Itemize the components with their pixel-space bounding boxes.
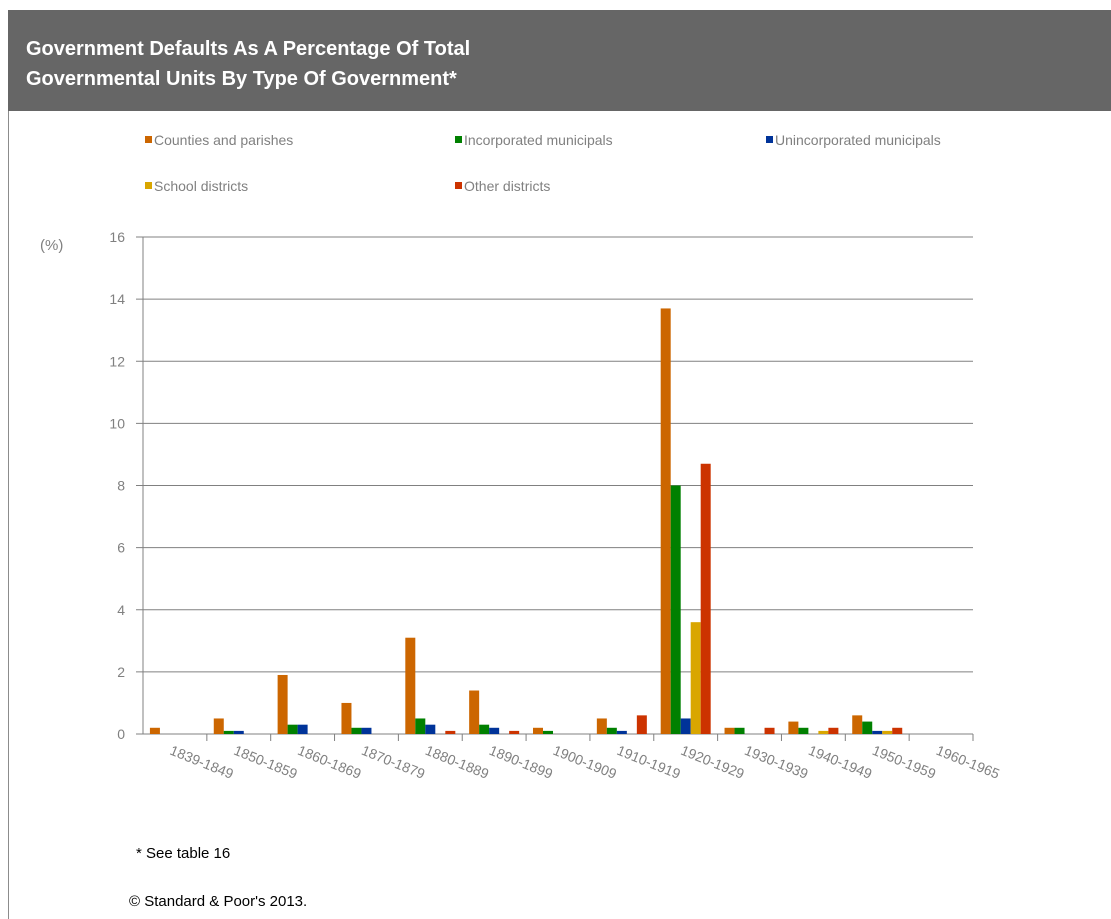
legend-label: Unincorporated municipals bbox=[775, 132, 941, 148]
legend-swatch bbox=[455, 182, 462, 189]
bar bbox=[636, 715, 647, 734]
bar bbox=[351, 727, 362, 734]
chart-frame bbox=[8, 10, 1111, 919]
y-tick-label: 10 bbox=[109, 415, 125, 431]
bar bbox=[882, 730, 893, 734]
legend-swatch bbox=[145, 182, 152, 189]
bar bbox=[405, 637, 416, 734]
legend-label: School districts bbox=[154, 178, 248, 194]
bar bbox=[690, 622, 701, 734]
legend-swatch bbox=[766, 136, 773, 143]
bar bbox=[798, 727, 809, 734]
bar bbox=[277, 674, 288, 734]
y-axis-label: (%) bbox=[40, 237, 63, 254]
bar bbox=[700, 463, 711, 734]
bar bbox=[297, 724, 308, 734]
bar bbox=[469, 690, 480, 734]
bar bbox=[489, 727, 500, 734]
y-tick-label: 8 bbox=[117, 478, 125, 494]
legend-swatch bbox=[455, 136, 462, 143]
legend-label: Other districts bbox=[464, 178, 550, 194]
x-tick-label: 1950-1959 bbox=[870, 742, 938, 782]
chart-title: Government Defaults As A Percentage Of T… bbox=[26, 38, 471, 90]
bar bbox=[734, 727, 745, 734]
y-tick-label: 6 bbox=[117, 540, 125, 556]
x-tick-label: 1920-1929 bbox=[679, 742, 747, 782]
footnote: * See table 16 bbox=[136, 845, 231, 862]
bar bbox=[616, 730, 627, 734]
bar bbox=[892, 727, 903, 734]
y-tick-label: 12 bbox=[109, 353, 125, 369]
x-tick-label: 1860-1869 bbox=[295, 742, 363, 782]
bar bbox=[233, 730, 244, 734]
bar bbox=[828, 727, 839, 734]
bar bbox=[543, 730, 553, 734]
bar bbox=[425, 724, 436, 734]
bar bbox=[213, 718, 224, 734]
bar bbox=[509, 730, 520, 734]
bar bbox=[872, 730, 883, 734]
y-tick-label: 14 bbox=[109, 291, 125, 307]
copyright-source: © Standard & Poor's 2013. bbox=[129, 893, 308, 910]
bar bbox=[788, 721, 799, 734]
bar bbox=[479, 724, 490, 734]
bar bbox=[223, 730, 234, 734]
y-tick-label: 4 bbox=[117, 602, 125, 618]
legend-swatch bbox=[145, 136, 152, 143]
bar bbox=[533, 727, 543, 734]
bar bbox=[818, 730, 829, 734]
x-tick-label: 1890-1899 bbox=[487, 742, 555, 782]
bar bbox=[287, 724, 298, 734]
x-tick-label: 1910-1919 bbox=[615, 742, 683, 782]
x-tick-label: 1839-1849 bbox=[168, 742, 236, 782]
y-tick-label: 0 bbox=[117, 726, 125, 742]
bar bbox=[852, 715, 863, 734]
y-tick-label: 2 bbox=[117, 664, 125, 680]
bar bbox=[670, 485, 681, 734]
bar bbox=[361, 727, 372, 734]
bar bbox=[341, 702, 352, 734]
bar bbox=[415, 718, 426, 734]
bar bbox=[724, 727, 735, 734]
legend-label: Counties and parishes bbox=[154, 132, 293, 148]
bar bbox=[680, 718, 691, 734]
x-tick-label: 1850-1859 bbox=[232, 742, 300, 782]
x-tick-label: 1880-1889 bbox=[423, 742, 491, 782]
bar bbox=[149, 727, 160, 734]
bar bbox=[764, 727, 775, 734]
x-tick-label: 1870-1879 bbox=[359, 742, 427, 782]
y-tick-label: 16 bbox=[109, 229, 125, 245]
bar bbox=[862, 721, 873, 734]
legend-label: Incorporated municipals bbox=[464, 132, 613, 148]
x-tick-label: 1960-1965 bbox=[934, 742, 1002, 782]
chart-header: Government Defaults As A Percentage Of T… bbox=[8, 10, 1111, 111]
bar bbox=[606, 727, 617, 734]
bar bbox=[596, 718, 607, 734]
x-tick-label: 1940-1949 bbox=[806, 742, 874, 782]
x-tick-label: 1900-1909 bbox=[551, 742, 619, 782]
bar bbox=[660, 308, 671, 734]
bar bbox=[445, 730, 456, 734]
x-tick-label: 1930-1939 bbox=[742, 742, 810, 782]
